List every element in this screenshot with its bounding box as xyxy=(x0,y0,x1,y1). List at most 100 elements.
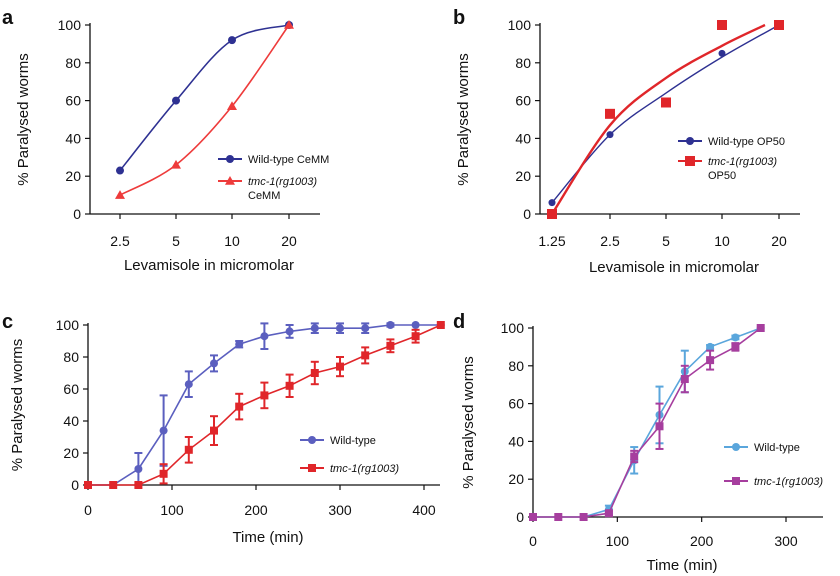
data-point xyxy=(529,513,537,521)
series-line xyxy=(533,328,761,517)
legend-label: tmc-1(rg1003) xyxy=(248,176,317,188)
data-point xyxy=(311,369,319,377)
legend-label: Wild-type xyxy=(754,442,800,454)
x-tick-label: 400 xyxy=(412,502,436,518)
series-1 xyxy=(529,324,765,521)
y-axis-title: % Paralysed worms xyxy=(455,53,472,186)
y-tick-label: 0 xyxy=(73,206,81,222)
data-point xyxy=(774,20,784,30)
y-tick-label: 0 xyxy=(71,477,79,493)
data-point xyxy=(336,324,344,332)
legend-label: Wild-type xyxy=(330,435,376,447)
series-2 xyxy=(115,20,294,199)
x-tick-label: 200 xyxy=(244,502,268,518)
data-point xyxy=(361,351,369,359)
legend-swatch-marker xyxy=(732,443,740,451)
data-point xyxy=(549,199,556,206)
y-axis-title: % Paralysed worms xyxy=(460,356,477,489)
y-tick-label: 40 xyxy=(65,130,81,146)
panel-letter: b xyxy=(453,7,465,29)
series-1 xyxy=(549,22,783,207)
panel-letter: d xyxy=(453,311,465,333)
data-point xyxy=(412,332,420,340)
data-point xyxy=(547,209,557,219)
data-point xyxy=(630,453,638,461)
x-tick-label: 300 xyxy=(774,533,798,549)
series-line xyxy=(120,25,289,171)
data-point xyxy=(109,481,117,489)
series-1 xyxy=(116,21,293,175)
data-point xyxy=(437,321,445,329)
legend-swatch-marker xyxy=(226,155,234,163)
y-tick-label: 0 xyxy=(523,206,531,222)
data-point xyxy=(757,324,765,332)
y-tick-label: 100 xyxy=(56,317,80,333)
legend-swatch-marker xyxy=(308,436,316,444)
data-point xyxy=(228,36,236,44)
data-point xyxy=(706,356,714,364)
y-tick-label: 100 xyxy=(58,17,82,33)
legend: Wild-type OP50 tmc-1(rg1003) OP50 xyxy=(678,136,785,182)
y-tick-label: 20 xyxy=(65,168,81,184)
legend-swatch-marker xyxy=(686,137,694,145)
y-tick-label: 60 xyxy=(508,396,524,412)
data-point xyxy=(719,50,726,57)
data-point xyxy=(554,513,562,521)
data-point xyxy=(681,375,689,383)
data-point xyxy=(656,422,664,430)
y-tick-label: 60 xyxy=(63,381,79,397)
x-tick-label: 2.5 xyxy=(110,233,130,249)
series-line xyxy=(533,328,761,517)
y-tick-label: 40 xyxy=(508,433,524,449)
legend-label-line2: OP50 xyxy=(708,170,736,182)
data-point xyxy=(605,509,613,517)
y-tick-label: 100 xyxy=(501,320,525,336)
series-2 xyxy=(547,20,784,219)
y-tick-label: 0 xyxy=(516,509,524,525)
data-point xyxy=(115,190,125,199)
legend-label: Wild-type CeMM xyxy=(248,154,329,166)
x-axis-title: Time (min) xyxy=(232,529,303,546)
panel-c: c0204060801000 100 200 300 400% Paralysed wo… xyxy=(2,311,445,546)
x-tick-label: 10 xyxy=(714,233,730,249)
data-point xyxy=(731,333,739,341)
panel-letter: a xyxy=(2,7,14,29)
fit-curve xyxy=(552,25,779,203)
x-tick-label: 100 xyxy=(160,502,184,518)
data-point xyxy=(260,332,268,340)
data-point xyxy=(160,470,168,478)
x-axis-title: Levamisole in micromolar xyxy=(589,259,759,276)
x-axis-title: Time (min) xyxy=(646,557,717,574)
data-point xyxy=(172,97,180,105)
data-point xyxy=(185,446,193,454)
y-tick-label: 80 xyxy=(508,358,524,374)
y-tick-label: 40 xyxy=(515,130,531,146)
panel-a: a 0 20 40 60 80 100 2.5 5 10 20 % Paralysed worms Le… xyxy=(2,7,329,274)
y-axis-title: % Paralysed worms xyxy=(9,339,26,472)
data-point xyxy=(361,324,369,332)
data-point xyxy=(235,403,243,411)
legend: Wild-type CeMMtmc-1(rg1003)CeMM xyxy=(218,154,329,202)
y-tick-label: 80 xyxy=(63,349,79,365)
x-tick-label: 100 xyxy=(606,533,630,549)
y-tick-label: 100 xyxy=(508,17,532,33)
data-point xyxy=(116,167,124,175)
legend-swatch-marker xyxy=(732,477,740,485)
x-tick-label: 20 xyxy=(281,233,297,249)
data-point xyxy=(210,359,218,367)
data-point xyxy=(134,465,142,473)
data-point xyxy=(607,131,614,138)
data-point xyxy=(731,343,739,351)
legend-label: tmc-1(rg1003) xyxy=(708,156,777,168)
data-point xyxy=(286,382,294,390)
x-tick-label: 5 xyxy=(172,233,180,249)
x-tick-label: 20 xyxy=(771,233,787,249)
y-tick-label: 80 xyxy=(65,55,81,71)
panel-letter: c xyxy=(2,311,13,333)
legend-label: tmc-1(rg1003) xyxy=(754,476,823,488)
y-tick-label: 60 xyxy=(65,93,81,109)
legend: Wild-type tmc-1(rg1003) xyxy=(724,442,823,488)
x-tick-label: 200 xyxy=(690,533,714,549)
series-2 xyxy=(529,324,765,521)
